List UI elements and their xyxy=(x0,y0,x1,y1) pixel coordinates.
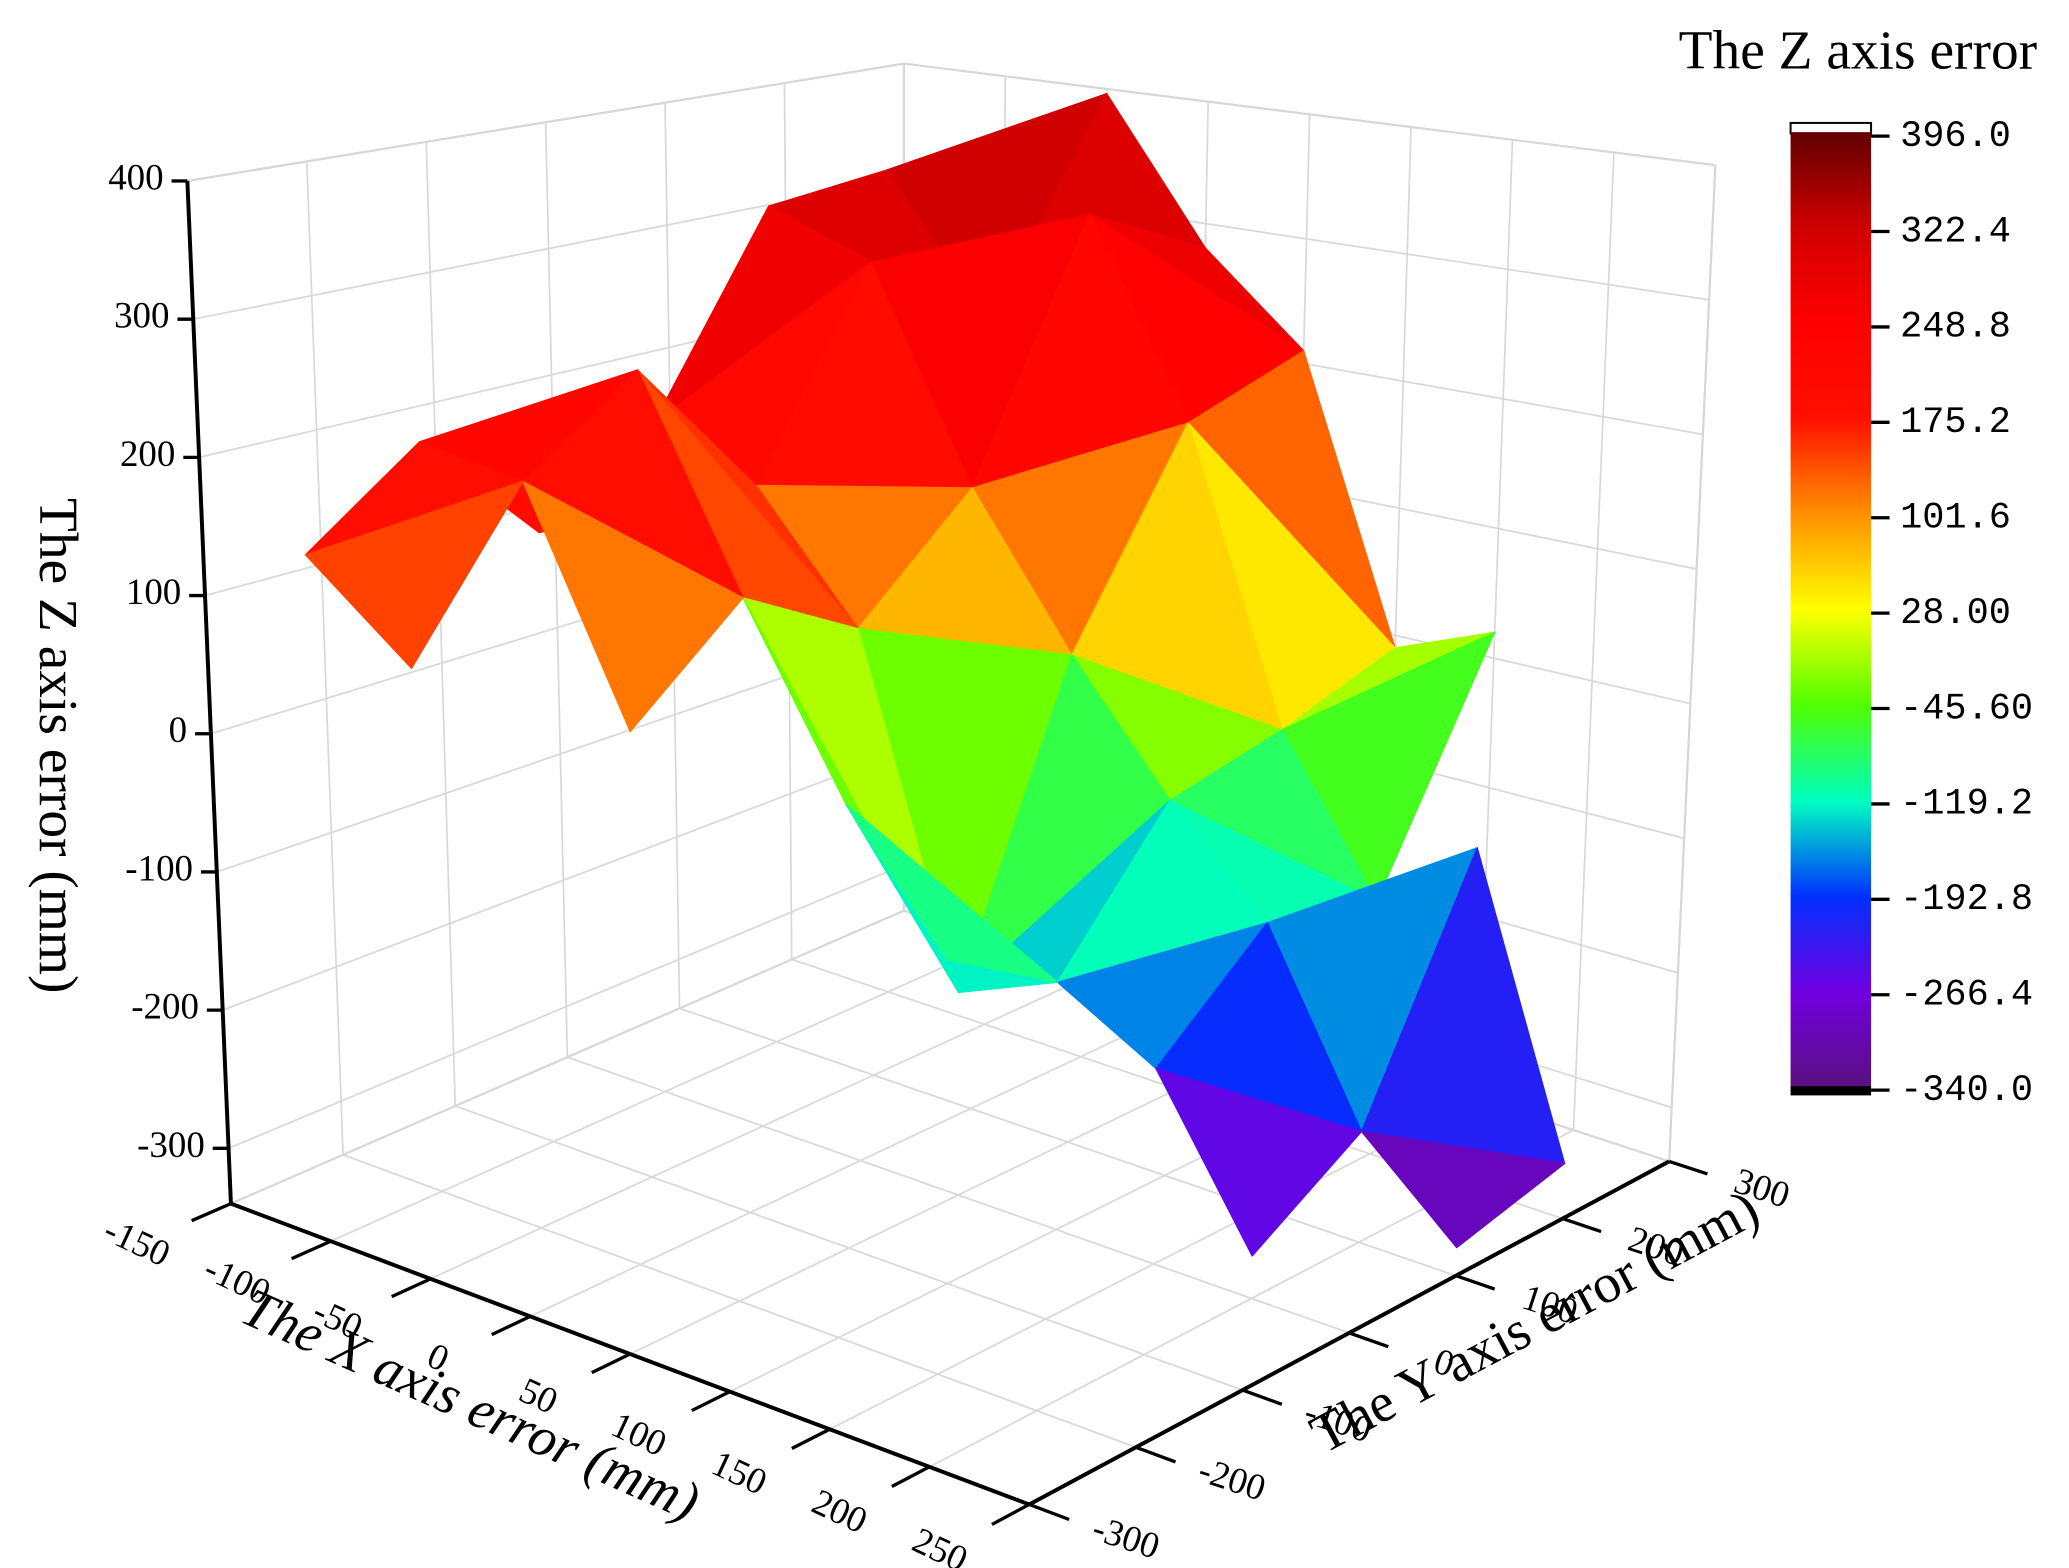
colorbar-tick-label: 322.4 xyxy=(1900,211,2011,253)
y-tick xyxy=(1455,1274,1496,1291)
y-tick xyxy=(1028,1502,1070,1522)
grid-line xyxy=(187,62,905,182)
z-tick-label: 100 xyxy=(126,571,181,612)
x-tick-label: 150 xyxy=(706,1442,774,1503)
x-tick-label: 200 xyxy=(806,1481,874,1542)
x-tick-label: 250 xyxy=(906,1519,974,1568)
colorbar-tick-label: -45.60 xyxy=(1900,688,2033,730)
surface-facet xyxy=(304,480,524,669)
colorbar-tick-label: 101.6 xyxy=(1900,497,2011,539)
colorbar-tick-label: -119.2 xyxy=(1900,784,2033,826)
x-axis-title: The X axis error (mm) xyxy=(233,1276,709,1532)
surface-facet xyxy=(1155,1067,1363,1257)
y-tick xyxy=(1135,1445,1177,1464)
y-tick-label: -200 xyxy=(1194,1449,1271,1509)
colorbar-tick-label: 248.8 xyxy=(1900,307,2011,349)
z-tick-label: 300 xyxy=(114,295,169,336)
grid-line xyxy=(567,1056,1350,1334)
grid-line xyxy=(305,161,344,1155)
x-tick xyxy=(491,1314,531,1337)
x-tick xyxy=(691,1390,731,1413)
y-tick xyxy=(1348,1331,1389,1349)
colorbar-top xyxy=(1789,121,1873,135)
x-tick xyxy=(891,1465,931,1488)
surface xyxy=(304,93,1566,1257)
z-tick-label: -100 xyxy=(125,847,193,888)
z-tick-label: -200 xyxy=(131,986,199,1027)
x-tick xyxy=(391,1277,432,1299)
colorbar xyxy=(1790,132,1872,1088)
surface-facet xyxy=(845,803,1059,983)
colorbar-tick-label: -266.4 xyxy=(1900,974,2033,1016)
grid-line xyxy=(454,1105,1243,1391)
x-tick xyxy=(591,1352,631,1375)
grid-line xyxy=(228,864,905,1150)
grid-line xyxy=(1668,165,1717,1162)
surface-facet xyxy=(1360,1130,1566,1249)
grid-line xyxy=(342,1153,1137,1449)
y-tick xyxy=(1562,1216,1602,1234)
grid-line xyxy=(679,1007,1457,1277)
colorbar-tick-label: 396.0 xyxy=(1900,116,2011,158)
colorbar-bottom xyxy=(1790,1086,1872,1096)
x-tick xyxy=(791,1427,831,1450)
y-tick xyxy=(1241,1388,1283,1406)
surface-facet xyxy=(522,480,744,733)
z-tick-label: 400 xyxy=(108,156,163,197)
grid-line xyxy=(222,749,905,1011)
grid-line xyxy=(544,122,569,1058)
grid-line xyxy=(903,62,1716,166)
z-tick-label: 200 xyxy=(120,433,175,474)
x-tick xyxy=(991,1503,1031,1526)
x-tick xyxy=(191,1202,232,1223)
colorbar-tick-label: 175.2 xyxy=(1900,402,2011,444)
y-tick-label: -300 xyxy=(1088,1507,1165,1567)
z-tick-label: 0 xyxy=(169,709,187,750)
colorbar-tick-label: 28.00 xyxy=(1900,593,2011,635)
colorbar-tick-label: -192.8 xyxy=(1900,879,2033,921)
z-axis-title: The Z axis error (mm) xyxy=(28,498,89,993)
x-tick xyxy=(291,1239,332,1261)
colorbar-tick-label: -340.0 xyxy=(1900,1070,2033,1112)
y-tick xyxy=(1668,1159,1708,1176)
grid-line xyxy=(425,141,457,1106)
z-tick-label: -300 xyxy=(137,1124,205,1165)
z-axis xyxy=(185,180,233,1204)
x-tick-label: -150 xyxy=(98,1209,177,1275)
colorbar-title: The Z axis error xyxy=(1679,19,2037,80)
grid-line xyxy=(1572,152,1615,1131)
